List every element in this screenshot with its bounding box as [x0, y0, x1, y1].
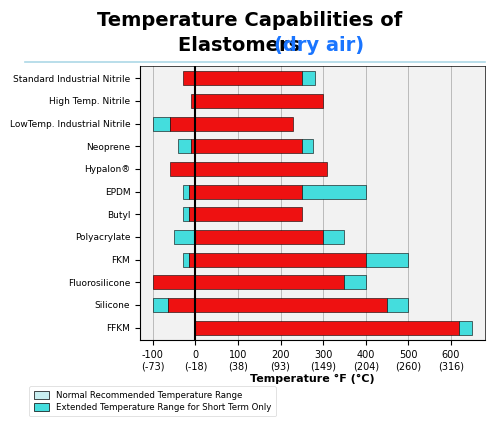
Bar: [178, 139, 191, 153]
Text: Elastomers: Elastomers: [178, 36, 306, 55]
Bar: [153, 116, 170, 130]
Bar: [153, 298, 168, 312]
Bar: [182, 71, 302, 85]
Bar: [189, 207, 302, 221]
Text: Temperature Capabilities of: Temperature Capabilities of: [98, 11, 403, 30]
Bar: [168, 298, 387, 312]
Bar: [189, 252, 366, 266]
Bar: [170, 162, 328, 176]
Bar: [196, 230, 323, 244]
Bar: [302, 184, 366, 198]
Bar: [170, 116, 294, 130]
Bar: [302, 71, 314, 85]
Bar: [460, 320, 472, 334]
Bar: [344, 275, 366, 289]
Bar: [182, 252, 189, 266]
Text: Elastomers (dry air): Elastomers (dry air): [0, 424, 1, 425]
Bar: [182, 207, 189, 221]
Legend: Normal Recommended Temperature Range, Extended Temperature Range for Short Term : Normal Recommended Temperature Range, Ex…: [30, 386, 276, 416]
Bar: [366, 252, 408, 266]
Bar: [323, 230, 344, 244]
Bar: [191, 94, 323, 108]
Bar: [191, 139, 302, 153]
Bar: [387, 298, 408, 312]
Bar: [174, 230, 196, 244]
Text: (dry air): (dry air): [274, 36, 364, 55]
Bar: [153, 275, 344, 289]
Bar: [302, 139, 312, 153]
Bar: [189, 184, 302, 198]
Bar: [182, 184, 189, 198]
Bar: [196, 320, 460, 334]
X-axis label: Temperature °F (°C): Temperature °F (°C): [250, 374, 375, 384]
